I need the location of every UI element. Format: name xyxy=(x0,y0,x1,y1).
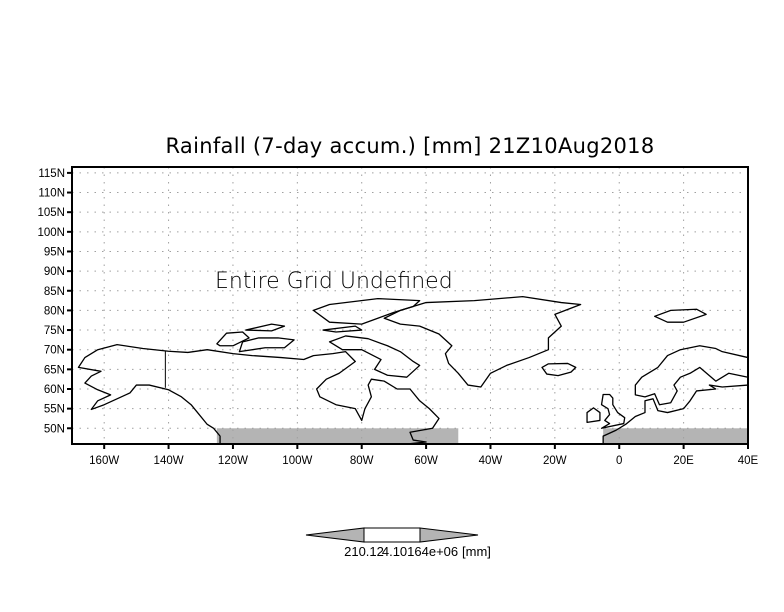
y-tick-label: 110N xyxy=(38,188,65,200)
y-tick-label: 105N xyxy=(38,207,66,219)
colorbar-left-triangle xyxy=(305,527,365,543)
y-tick-label: 100N xyxy=(38,227,66,239)
coastline-north-america xyxy=(77,343,440,445)
y-tick-label: 115N xyxy=(38,168,65,180)
x-axis-ticks: 160W 140W 120W 100W 80W 60W 40W 20W 0 20E 40E xyxy=(89,444,759,467)
colorbar-label-high: 4.10164e+06 xyxy=(382,544,458,559)
coastline-ellesmere xyxy=(312,297,421,325)
y-tick-label: 95N xyxy=(44,246,65,258)
y-tick-label: 70N xyxy=(44,345,65,357)
y-tick-label: 50N xyxy=(44,423,65,435)
coastline-banks-island xyxy=(216,331,250,347)
undefined-mask-band xyxy=(216,428,748,444)
x-tick-label: 40E xyxy=(738,455,759,467)
colorbar: 210.12 4.10164e+06 [mm] xyxy=(305,527,491,559)
coastline-svalbard xyxy=(653,308,707,323)
y-axis-ticks: 115N 110N 105N 100N 95N 90N 85N 80N 75N 70N 65N 60N… xyxy=(38,168,72,435)
coastlines xyxy=(77,296,749,445)
masked-region xyxy=(216,428,459,444)
coastline-britain xyxy=(600,393,626,429)
coastline-greenland xyxy=(383,296,582,388)
colorbar-units: [mm] xyxy=(462,544,491,559)
masked-region xyxy=(603,428,748,444)
coastline-baffin-island xyxy=(328,335,421,378)
coastline-iceland xyxy=(541,362,577,377)
y-tick-label: 85N xyxy=(44,286,65,298)
x-tick-label: 20W xyxy=(543,455,567,467)
plot-frame xyxy=(71,166,749,445)
coastline-devon-island xyxy=(322,325,363,333)
x-tick-label: 120W xyxy=(218,455,248,467)
y-tick-label: 75N xyxy=(44,325,65,337)
x-tick-label: 60W xyxy=(414,455,438,467)
coastline-melville-island xyxy=(245,323,286,332)
coastline-ireland xyxy=(586,407,601,424)
coastline-victoria-island xyxy=(238,337,295,353)
y-tick-label: 55N xyxy=(44,404,65,416)
x-tick-label: 140W xyxy=(154,455,184,467)
y-tick-label: 90N xyxy=(44,266,65,278)
colorbar-box xyxy=(363,527,421,543)
undefined-grid-annotation: Entire Grid Undefined xyxy=(215,269,453,294)
x-tick-label: 100W xyxy=(282,455,312,467)
chart-title: Rainfall (7-day accum.) [mm] 21Z10Aug201… xyxy=(165,134,655,158)
x-tick-label: 40W xyxy=(479,455,503,467)
y-tick-label: 60N xyxy=(44,384,65,396)
gridlines xyxy=(72,167,748,444)
x-tick-label: 20E xyxy=(673,455,694,467)
x-tick-label: 80W xyxy=(350,455,374,467)
coastline-scandinavia xyxy=(634,345,749,406)
x-tick-label: 0 xyxy=(616,455,622,467)
x-tick-label: 160W xyxy=(89,455,119,467)
y-tick-label: 65N xyxy=(44,364,65,376)
y-tick-label: 80N xyxy=(44,305,65,317)
colorbar-right-triangle xyxy=(419,527,479,543)
colorbar-label-low: 210.12 xyxy=(344,544,384,559)
